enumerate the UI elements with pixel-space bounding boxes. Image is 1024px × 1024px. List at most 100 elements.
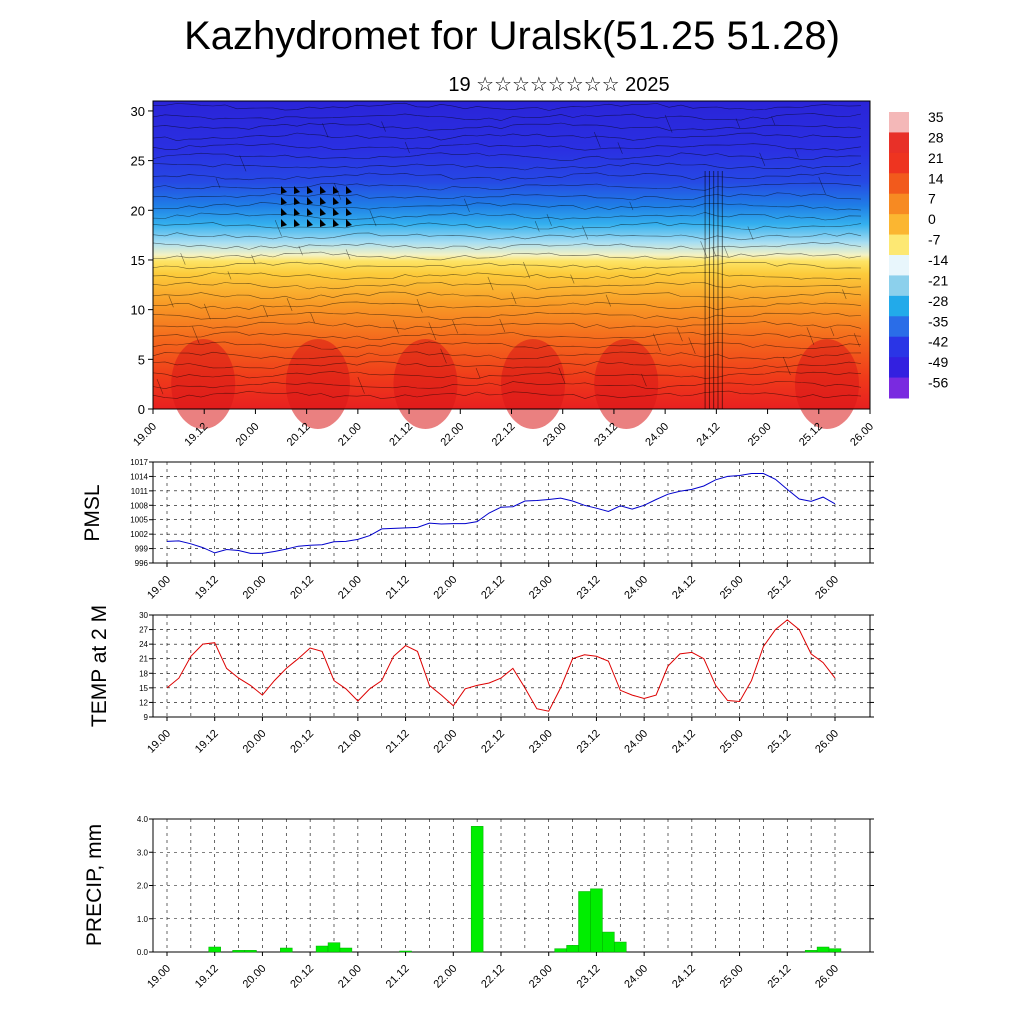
y-tick-label: 1.0 (137, 915, 149, 924)
wind-streamline (152, 102, 862, 111)
wind-barb (452, 319, 459, 334)
wind-barb (676, 327, 683, 342)
wind-arrow (307, 197, 313, 205)
wind-barb (251, 254, 256, 265)
x-tick-label: 25.00 (718, 963, 746, 991)
x-tick-label: 21.00 (336, 963, 364, 991)
wind-streamline (152, 242, 862, 251)
wind-barb (463, 198, 470, 213)
y-tick-label: 27 (139, 626, 148, 635)
wind-barb (593, 131, 601, 148)
precip-bar (399, 950, 412, 953)
wind-barb (759, 152, 766, 167)
wind-arrow (346, 197, 352, 205)
wind-streamline (152, 192, 862, 201)
precip-bar (244, 950, 257, 953)
wind-streamline (152, 202, 862, 211)
x-tick-label: 26.00 (813, 963, 841, 991)
precip-bar (566, 945, 579, 953)
wind-arrow (320, 219, 326, 227)
x-tick-label: 25.00 (718, 728, 746, 756)
wind-arrow (320, 208, 326, 216)
y-tick-label: 0 (138, 402, 145, 417)
wind-barb (806, 327, 815, 345)
warm-core (171, 339, 236, 429)
x-tick-label: 19.12 (193, 728, 221, 756)
x-tick-label: 24.12 (695, 421, 723, 449)
wind-barb (168, 295, 174, 308)
y-tick-label: 1002 (130, 530, 148, 539)
wind-arrow (294, 186, 300, 194)
wind-barb (215, 178, 221, 189)
series-line (166, 619, 836, 712)
wind-barb (629, 201, 634, 211)
x-tick-label: 20.12 (288, 963, 316, 991)
x-tick-label: 22.00 (431, 963, 459, 991)
wind-streamline (152, 261, 862, 271)
wind-streamline (152, 341, 862, 350)
wind-barb (180, 252, 186, 265)
wind-barb (369, 209, 377, 227)
x-tick-label: 22.00 (431, 728, 459, 756)
colorbar-label: -7 (928, 232, 941, 248)
wind-arrow (346, 186, 352, 194)
colorbar-swatch (889, 193, 909, 215)
wind-barb (712, 247, 717, 258)
x-tick-label: 26.00 (848, 421, 876, 449)
wind-arrow (320, 197, 326, 205)
x-tick-label: 22.12 (490, 421, 518, 449)
wind-barb (322, 123, 329, 138)
wind-streamline (152, 152, 862, 161)
x-tick-label: 25.12 (765, 963, 793, 991)
y-tick-label: 9 (144, 713, 149, 722)
warm-core (393, 339, 458, 429)
wind-streamline (152, 132, 862, 142)
x-tick-label: 22.12 (479, 963, 507, 991)
wind-barb (783, 356, 791, 376)
wind-streamline (152, 321, 862, 330)
wind-barb (830, 327, 835, 337)
x-tick-label: 20.00 (241, 728, 269, 756)
wind-barb (416, 298, 423, 313)
y-tick-label: 12 (139, 698, 148, 707)
colorbar-label: 35 (928, 109, 944, 125)
colorbar-label: -28 (928, 293, 948, 309)
precip-bar (614, 941, 627, 953)
x-tick-label: 20.00 (241, 963, 269, 991)
x-tick-label: 25.00 (746, 421, 774, 449)
x-tick-label: 23.00 (527, 574, 555, 602)
colorbar-swatch (889, 316, 909, 338)
wind-barb (487, 276, 494, 291)
y-tick-label: 996 (135, 559, 149, 568)
colorbar-label: 28 (928, 129, 944, 145)
colorbar-swatch (889, 112, 909, 133)
wind-barb (310, 312, 315, 324)
wind-streamline (152, 351, 862, 360)
x-tick-label: 21.12 (387, 421, 415, 449)
wind-barb (688, 337, 696, 355)
x-tick-label: 23.12 (575, 728, 603, 756)
precip-bar (208, 946, 221, 953)
wind-barb (818, 176, 826, 194)
wind-barb (203, 303, 211, 320)
y-tick-label: 15 (131, 253, 145, 268)
warm-core (285, 339, 350, 429)
y-tick-label: 1017 (130, 458, 148, 467)
wind-streamline (152, 251, 862, 261)
x-tick-label: 22.00 (431, 574, 459, 602)
colorbar-swatch (889, 295, 909, 317)
wind-arrow (346, 219, 352, 227)
precip-bar (578, 891, 591, 953)
x-tick-label: 24.00 (622, 574, 650, 602)
wind-streamline (152, 271, 862, 280)
y-tick-label: 3.0 (137, 848, 149, 857)
colorbar-swatch (889, 336, 909, 358)
x-tick-label: 21.12 (384, 728, 412, 756)
y-tick-label: 21 (139, 655, 148, 664)
x-tick-label: 24.00 (622, 963, 650, 991)
colorbar-swatch (889, 255, 909, 276)
x-tick-label: 20.12 (288, 728, 316, 756)
wind-arrow (281, 197, 287, 205)
x-tick-label: 21.00 (336, 574, 364, 602)
precip-bar (828, 948, 842, 953)
